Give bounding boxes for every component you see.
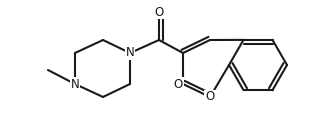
Text: O: O: [205, 91, 215, 103]
Text: N: N: [126, 46, 135, 59]
Text: O: O: [154, 5, 164, 18]
Text: N: N: [71, 78, 80, 91]
Text: O: O: [174, 78, 183, 91]
